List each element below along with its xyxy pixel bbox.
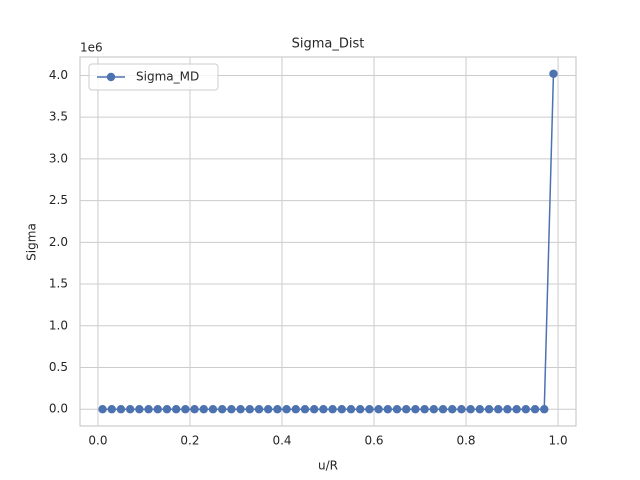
data-point: [512, 405, 521, 414]
legend: Sigma_MD: [88, 63, 219, 91]
data-point: [236, 405, 245, 414]
data-point: [503, 405, 512, 414]
data-point: [171, 405, 181, 414]
y-axis-label: Sigma: [25, 223, 39, 261]
x-axis-label: u/R: [318, 459, 338, 473]
y-tick-label: 1.0: [49, 318, 68, 332]
data-point: [282, 405, 291, 414]
data-point: [475, 405, 485, 414]
data-point: [208, 405, 218, 414]
data-point: [438, 405, 448, 414]
data-point: [273, 405, 282, 414]
y-tick-label: 2.5: [49, 193, 68, 207]
x-tick-label: 0.8: [456, 434, 475, 448]
x-tick-label: 0.4: [272, 434, 291, 448]
legend-marker: [106, 72, 116, 82]
data-point: [263, 405, 273, 414]
data-line: [102, 73, 555, 410]
x-tick-label: 0.6: [364, 434, 383, 448]
data-point: [300, 405, 310, 414]
data-point: [227, 405, 236, 414]
data-point: [383, 405, 393, 414]
data-point: [217, 405, 227, 414]
data-point: [448, 405, 457, 414]
data-point: [411, 405, 420, 414]
data-point: [328, 405, 337, 414]
data-point: [116, 405, 126, 414]
y-tick-label: 4.0: [49, 68, 68, 82]
data-point: [135, 405, 144, 414]
data-point: [420, 405, 429, 414]
data-point: [346, 405, 356, 414]
y-tick-label: 0.0: [49, 402, 68, 416]
data-point: [309, 405, 319, 414]
data-point: [402, 405, 411, 414]
data-point: [494, 405, 503, 414]
legend-label: Sigma_MD: [136, 70, 199, 84]
chart-title: Sigma_Dist: [292, 37, 365, 52]
y-tick-label: 2.0: [49, 235, 68, 249]
y-tick-label: 3.0: [49, 151, 68, 165]
y-tick-label: 1.5: [49, 277, 68, 291]
x-tick-label: 1.0: [549, 434, 568, 448]
data-point: [392, 405, 402, 414]
x-tick-label: 0.0: [88, 434, 107, 448]
data-point: [153, 405, 162, 414]
data-point: [457, 405, 466, 414]
data-point: [521, 405, 531, 414]
data-point: [319, 405, 328, 414]
data-point: [429, 405, 439, 414]
data-point: [291, 405, 300, 414]
data-point: [245, 405, 254, 414]
legend-box: [88, 63, 219, 91]
data-point: [254, 405, 264, 414]
data-point: [365, 405, 374, 414]
y-tick-label: 0.5: [49, 360, 68, 374]
data-point: [162, 405, 172, 414]
data-point: [181, 405, 190, 414]
data-point: [466, 405, 475, 414]
data-point: [356, 405, 365, 414]
data-point: [484, 405, 494, 414]
plot-frame: [79, 56, 577, 427]
data-point: [540, 405, 549, 414]
data-point: [190, 405, 199, 414]
data-point: [144, 405, 153, 414]
data-point: [125, 405, 135, 414]
data-point: [107, 405, 116, 414]
data-point: [530, 405, 540, 414]
data-point: [374, 405, 383, 414]
x-tick-label: 0.2: [180, 434, 199, 448]
data-point: [337, 405, 347, 414]
offset-text: 1e6: [80, 41, 103, 55]
data-point: [549, 69, 558, 78]
y-tick-label: 3.5: [49, 110, 68, 124]
data-point: [98, 405, 107, 414]
data-point: [199, 405, 208, 414]
